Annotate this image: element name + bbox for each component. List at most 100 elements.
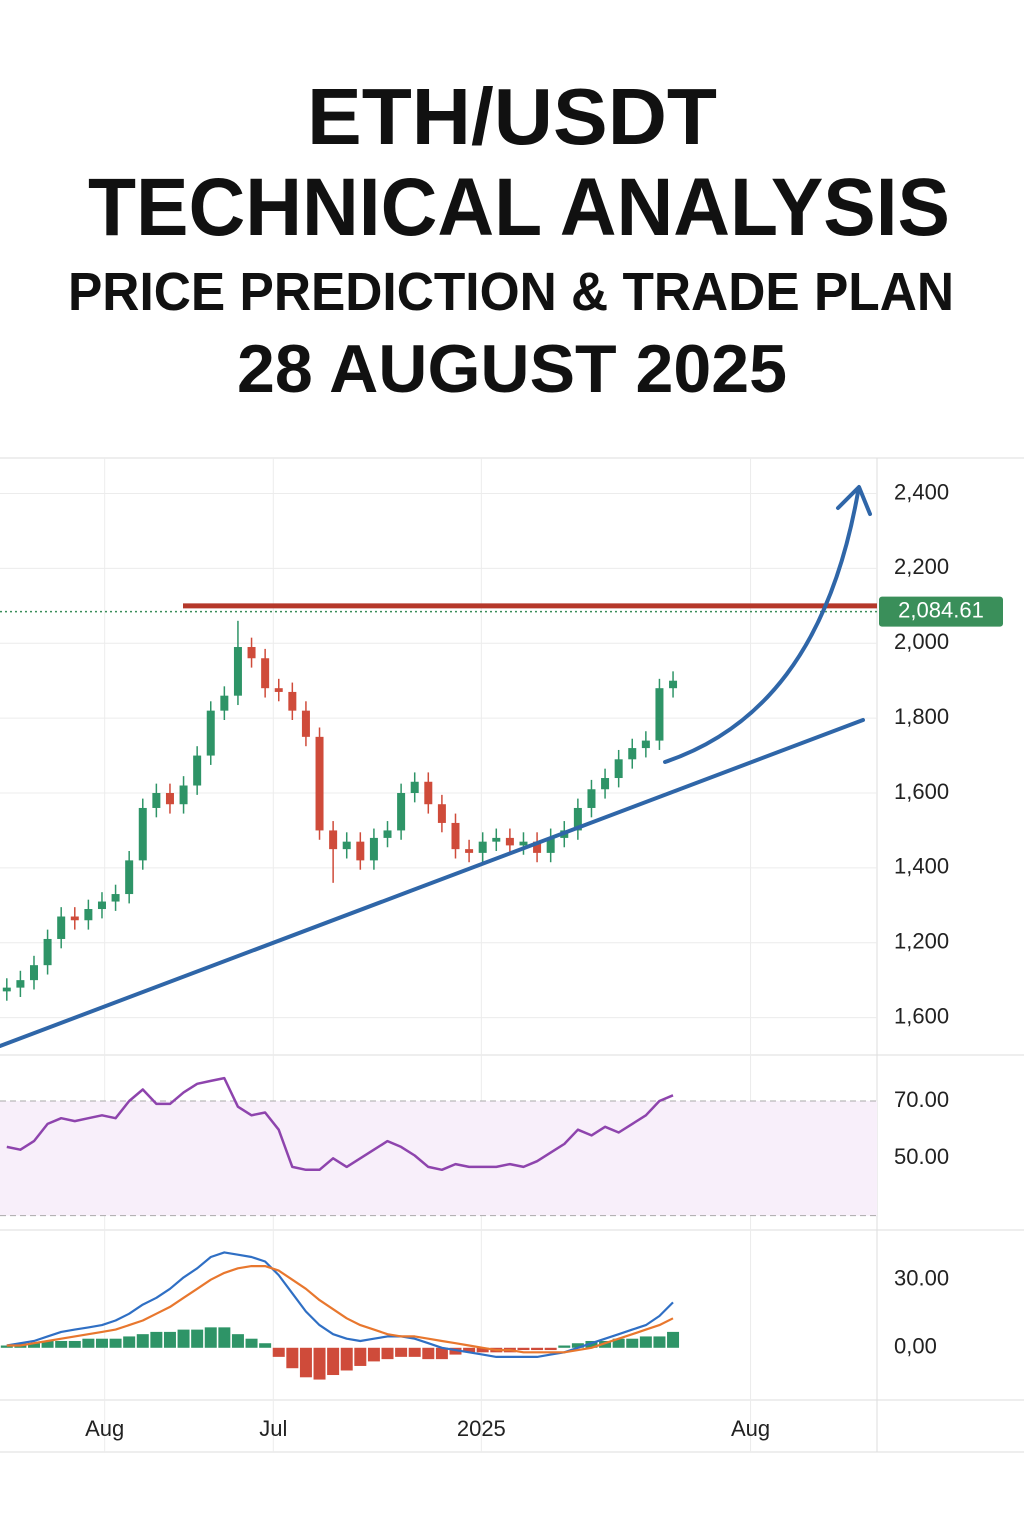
candle-body — [301, 710, 310, 737]
histogram-bar — [177, 1329, 190, 1348]
y-tick-label: 0,00 — [894, 1334, 937, 1359]
candle-body — [601, 778, 610, 790]
histogram-bar — [531, 1347, 544, 1351]
candle-body — [669, 680, 678, 689]
candle-body — [315, 736, 324, 831]
histogram-bar — [68, 1340, 81, 1348]
candle-body — [111, 894, 120, 902]
histogram-bar — [313, 1347, 326, 1380]
histogram-bar — [571, 1343, 584, 1348]
histogram-bar — [55, 1340, 68, 1348]
candle-body — [43, 938, 52, 966]
histogram-bar — [95, 1338, 108, 1348]
candle-body — [193, 755, 202, 786]
candle-body — [383, 830, 392, 838]
histogram-bar — [408, 1347, 421, 1357]
histogram-bar — [41, 1340, 54, 1348]
date: 28 AUGUST 2025 — [237, 331, 787, 407]
histogram-bar — [163, 1331, 176, 1348]
candle-body — [356, 841, 365, 861]
candle-body — [138, 807, 147, 861]
arrow-head — [836, 485, 872, 516]
candle-body — [329, 830, 338, 850]
histogram-bar — [517, 1347, 530, 1351]
candle-body — [247, 647, 256, 659]
histogram-bar — [299, 1347, 312, 1378]
candle-body — [29, 965, 38, 981]
histogram-bar — [558, 1345, 571, 1348]
candle-body — [451, 822, 460, 850]
histogram-bar — [272, 1347, 285, 1357]
candle-body — [614, 759, 623, 779]
histogram-bar — [354, 1347, 367, 1366]
histogram-bar — [544, 1347, 557, 1351]
candle-body — [505, 837, 514, 846]
candle-body — [125, 860, 134, 895]
y-tick-label: 1,600 — [894, 779, 949, 804]
histogram-bar — [626, 1338, 639, 1348]
title-line: TECHNICAL ANALYSIS — [88, 162, 950, 253]
y-tick-label: 1,800 — [894, 704, 949, 729]
histogram-bar — [639, 1336, 652, 1348]
histogram-bar — [150, 1331, 163, 1348]
candle-body — [369, 837, 378, 861]
histogram-bar — [82, 1338, 95, 1348]
histogram-bar — [245, 1338, 258, 1348]
y-tick-label: 2,400 — [894, 479, 949, 504]
subtitle: PRICE PREDICTION & TRADE PLAN — [68, 262, 954, 322]
histogram-bar — [599, 1340, 612, 1348]
candle-body — [57, 916, 66, 939]
candle-body — [573, 807, 582, 831]
histogram-bar — [612, 1338, 625, 1348]
x-tick-label: Aug — [731, 1416, 770, 1441]
x-tick-label: Jul — [259, 1416, 287, 1441]
x-tick-label: 2025 — [457, 1416, 506, 1441]
histogram-bar — [27, 1343, 40, 1348]
candle-body — [16, 980, 25, 988]
candle-body — [274, 688, 283, 692]
y-tick-label: 2,200 — [894, 554, 949, 579]
y-tick-label: 70.00 — [894, 1087, 949, 1112]
trendline — [0, 718, 865, 1048]
histogram-bar — [109, 1338, 122, 1348]
histogram-bar — [422, 1347, 435, 1360]
rsi-line — [6, 1076, 674, 1172]
y-tick-label: 50.00 — [894, 1144, 949, 1169]
y-tick-label: 1,600 — [894, 1003, 949, 1028]
candle-body — [437, 804, 446, 823]
histogram-bar — [381, 1347, 394, 1360]
histogram-bar — [585, 1340, 598, 1348]
macd-line — [6, 1265, 674, 1354]
candle-body — [97, 901, 106, 910]
candle-body — [70, 916, 79, 921]
candle-body — [2, 987, 11, 992]
histogram-bar — [367, 1347, 380, 1362]
histogram-bar — [667, 1331, 680, 1348]
histogram-bar — [435, 1347, 448, 1360]
candle-body — [519, 841, 528, 846]
histogram-bar — [327, 1347, 340, 1376]
rsi-band — [0, 1101, 877, 1216]
candle-body — [342, 841, 351, 850]
last-price-label: 2,084.61 — [898, 597, 984, 622]
candle-body — [424, 781, 433, 805]
candle-body — [233, 647, 242, 696]
y-tick-label: 1,200 — [894, 929, 949, 954]
candle-body — [465, 849, 474, 853]
histogram-bar — [395, 1347, 408, 1357]
candle-body — [492, 837, 501, 842]
title-line: ETH/USDT — [307, 72, 717, 161]
plot-layer: Aug Jul 2025 Aug 2,400 2,200 2,000 1,800 1,600 1,… — [0, 458, 1003, 1452]
candle-body — [587, 789, 596, 808]
y-tick-label: 1,400 — [894, 854, 949, 879]
last-price-badge — [879, 596, 1003, 627]
candle-body — [628, 748, 637, 760]
histogram-bar — [286, 1347, 299, 1369]
candle-body — [179, 785, 188, 805]
candle-body — [165, 792, 174, 805]
histogram-bar — [653, 1336, 666, 1348]
candle-body — [261, 658, 270, 689]
